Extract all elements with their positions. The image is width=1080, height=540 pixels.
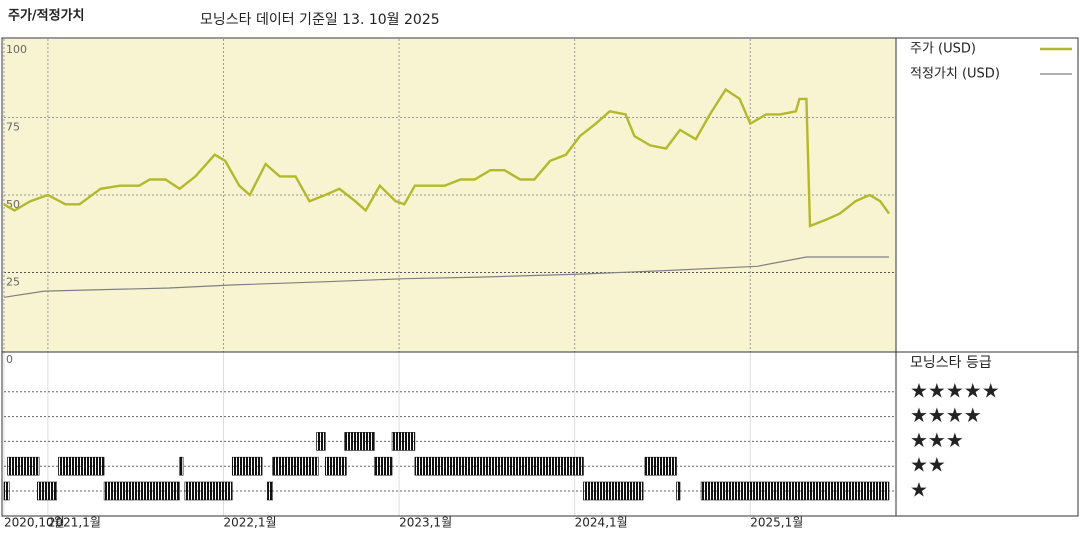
rating-title: 모닝스타 등급 [910,355,992,371]
rating-bar [231,456,263,476]
rating-bar [184,481,233,501]
rating-bar [37,481,57,501]
rating-bar [644,456,677,476]
x-tick-label: 2021,1월 [48,516,101,530]
rating-bar [414,456,584,476]
legend-label: 적정가치 (USD) [910,67,1000,82]
rating-bar [58,456,105,476]
rating-bar [583,481,644,501]
series-line [3,256,889,298]
legend-label: 주가 (USD) [910,42,976,57]
x-tick-label: 2020,10월 [4,516,65,530]
x-tick-label: 2025,1월 [750,516,803,530]
rating-bar [344,432,375,451]
rating-bar [676,481,681,501]
rating-label: ★★ [910,453,946,477]
rating-bar [7,456,40,476]
rating-bar [391,432,416,451]
x-tick-label: 2022,1월 [223,516,276,530]
rating-label: ★★★★ [910,403,982,427]
rating-label: ★ [910,478,928,502]
chart-subtitle: 모닝스타 데이터 기준일 13. 10월 2025 [200,12,440,28]
rating-bar [3,481,10,501]
rating-label: ★★★ [910,428,964,452]
y-tick-label: 0 [6,353,13,366]
rating-bar [700,481,890,501]
x-tick-label: 2024,1월 [575,516,628,530]
rating-label: ★★★★★ [910,378,1000,402]
rating-bar [325,456,347,476]
rating-bar [179,456,184,476]
chart-title: 주가/적정가치 [8,8,85,24]
y-tick-label: 100 [6,43,27,56]
rating-bar [103,481,180,501]
x-tick-label: 2023,1월 [399,516,452,530]
series-line [3,87,890,228]
rating-bar [316,432,326,451]
rating-bar [272,456,319,476]
rating-bar [267,481,273,501]
frame [1,37,1079,517]
y-tick-label: 75 [6,121,20,134]
rating-bar [374,456,393,476]
y-tick-label: 25 [6,276,20,289]
